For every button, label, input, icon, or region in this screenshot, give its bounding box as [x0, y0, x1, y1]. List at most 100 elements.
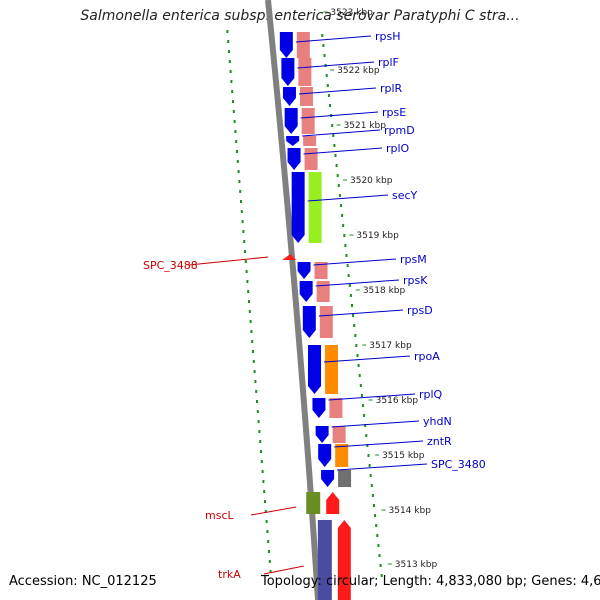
ring-dot: [256, 400, 258, 403]
cds-rplq: [329, 398, 343, 418]
gene-secy: [291, 172, 305, 243]
ring-dot: [371, 494, 374, 497]
ring-dot: [261, 470, 264, 473]
ring-dot: [268, 550, 270, 553]
ring-dot: [256, 410, 259, 413]
tick-label: 3513 kbp: [395, 560, 438, 570]
ring-dot: [379, 564, 382, 567]
ring-dot: [234, 130, 237, 133]
ring-dot: [368, 464, 371, 467]
leader-line: [334, 440, 424, 448]
ring-dot: [345, 254, 348, 257]
ring-dot: [232, 110, 235, 113]
cds-yhdn: [332, 426, 346, 443]
ring-dot: [239, 190, 242, 193]
tick-label: 3517 kbp: [369, 341, 412, 351]
leader-line: [307, 194, 389, 202]
ring-dot: [247, 290, 250, 293]
topology-text: Topology: circular; Length: 4,833,080 bp…: [261, 574, 600, 589]
ring-dot: [337, 184, 340, 187]
gene-rpsd: [302, 306, 316, 338]
ring-dot: [240, 200, 242, 203]
ring-dot: [269, 570, 272, 573]
ring-dot: [327, 94, 330, 97]
ring-dot: [376, 534, 379, 537]
ring-dot: [246, 280, 249, 283]
ring-dot: [228, 50, 230, 53]
ring-dot: [267, 540, 270, 543]
ring-dot: [375, 524, 378, 527]
gene-spc-3488: [282, 254, 297, 260]
gene-rplo: [287, 148, 301, 170]
gene-label-rpsk: rpsK: [403, 274, 428, 287]
ring-dot: [229, 70, 232, 73]
ring-dot: [258, 430, 261, 433]
tick-label: 3519 kbp: [356, 231, 399, 241]
ring-dot: [369, 474, 372, 477]
ring-dot: [252, 360, 255, 363]
cds-rplo: [304, 148, 318, 170]
leader-line: [300, 111, 379, 119]
ring-dot: [333, 144, 336, 147]
cds-rplf: [298, 58, 312, 86]
ring-dot: [334, 154, 337, 157]
gene-rplq: [312, 398, 326, 418]
cds-trka: [317, 520, 332, 600]
ring-dot: [341, 214, 344, 217]
ring-dot: [326, 84, 329, 87]
ring-dot: [362, 404, 364, 407]
gene-rplr: [282, 87, 296, 106]
gene-label-secy: secY: [392, 189, 418, 202]
leader-line: [313, 258, 397, 266]
gene-rpmd: [286, 136, 300, 146]
leader-line: [295, 35, 372, 43]
ring-dot: [241, 220, 244, 223]
gene-label-mscl: mscL: [205, 509, 234, 522]
ring-dot: [342, 224, 345, 227]
ring-dot: [237, 170, 240, 173]
leader-line: [297, 61, 375, 69]
ring-dot: [263, 490, 266, 493]
gene-track: [279, 32, 351, 600]
ring-dot: [353, 324, 356, 327]
ring-dot: [332, 134, 335, 137]
ring-dot: [340, 204, 342, 207]
ring-dot: [367, 454, 370, 457]
cds-rpoa: [325, 345, 339, 394]
gene-label-rplr: rplR: [380, 82, 403, 95]
ring-dot: [363, 414, 366, 417]
tick-label: 3514 kbp: [389, 506, 432, 516]
ring-dot: [238, 180, 241, 183]
ring-dot: [357, 364, 360, 367]
cds-secy: [308, 172, 322, 243]
ring-dot: [257, 420, 260, 423]
ring-dot: [232, 100, 234, 103]
gene-rpoa: [308, 345, 322, 394]
gene-trka: [337, 520, 351, 600]
gene-label-rpse: rpsE: [382, 106, 406, 119]
ring-dot: [346, 264, 349, 267]
gene-rpsm: [297, 262, 311, 279]
ring-dot: [248, 310, 251, 313]
ring-dot: [359, 384, 362, 387]
ring-dot: [251, 340, 254, 343]
gene-rpsk: [299, 281, 313, 302]
ring-dot: [365, 434, 368, 437]
ring-dot: [374, 514, 377, 517]
ring-dot: [366, 444, 369, 447]
gene-label-yhdn: yhdN: [423, 415, 452, 428]
ring-dot: [268, 560, 271, 563]
leader-line: [328, 393, 416, 401]
ring-dot: [335, 164, 338, 167]
ring-dot: [329, 104, 331, 107]
ring-dot: [227, 40, 230, 43]
ring-dot: [354, 334, 357, 337]
ring-dot: [250, 330, 253, 333]
ring-dot: [364, 424, 367, 427]
cds-rpsh: [296, 32, 310, 58]
ring-dot: [231, 90, 234, 93]
ring-dot: [244, 250, 246, 253]
ring-dot: [336, 174, 339, 177]
gc-skew-ring-left: [226, 30, 272, 573]
ring-dot: [235, 140, 238, 143]
